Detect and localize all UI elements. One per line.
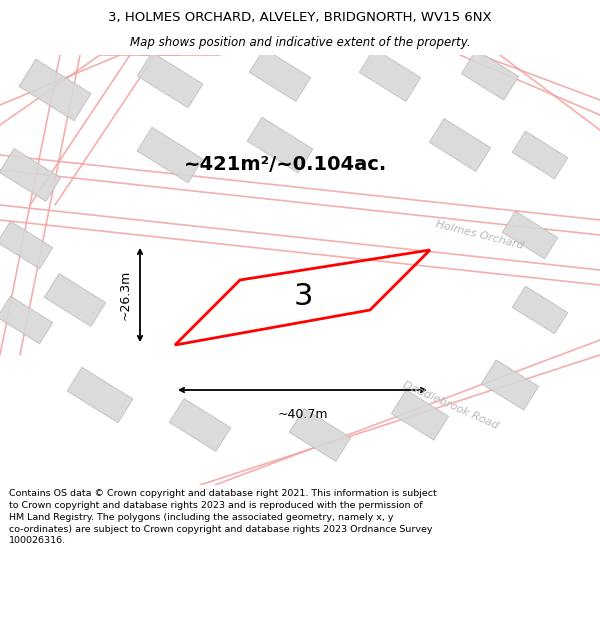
Polygon shape	[502, 211, 558, 259]
Polygon shape	[0, 221, 53, 269]
Polygon shape	[391, 390, 449, 440]
Text: ~421m²/~0.104ac.: ~421m²/~0.104ac.	[184, 156, 386, 174]
Text: Contains OS data © Crown copyright and database right 2021. This information is : Contains OS data © Crown copyright and d…	[9, 489, 437, 546]
Polygon shape	[169, 399, 231, 451]
Text: Daddlebrook Road: Daddlebrook Road	[401, 379, 499, 431]
Polygon shape	[481, 360, 539, 410]
Polygon shape	[359, 49, 421, 101]
Polygon shape	[0, 149, 61, 201]
Polygon shape	[461, 50, 518, 100]
Text: 3: 3	[294, 282, 314, 311]
Polygon shape	[137, 127, 203, 182]
Polygon shape	[247, 118, 313, 172]
Text: 3, HOLMES ORCHARD, ALVELEY, BRIDGNORTH, WV15 6NX: 3, HOLMES ORCHARD, ALVELEY, BRIDGNORTH, …	[108, 11, 492, 24]
Text: ~26.3m: ~26.3m	[119, 270, 132, 320]
Polygon shape	[249, 49, 311, 101]
Polygon shape	[0, 296, 53, 344]
Polygon shape	[67, 368, 133, 423]
Polygon shape	[429, 119, 491, 171]
Polygon shape	[137, 52, 203, 107]
Polygon shape	[44, 274, 106, 326]
Polygon shape	[19, 59, 91, 121]
Text: ~40.7m: ~40.7m	[277, 408, 328, 421]
Polygon shape	[289, 409, 351, 461]
Text: Holmes Orchard: Holmes Orchard	[435, 219, 525, 251]
Polygon shape	[512, 131, 568, 179]
Text: Map shows position and indicative extent of the property.: Map shows position and indicative extent…	[130, 36, 470, 49]
Polygon shape	[512, 286, 568, 334]
